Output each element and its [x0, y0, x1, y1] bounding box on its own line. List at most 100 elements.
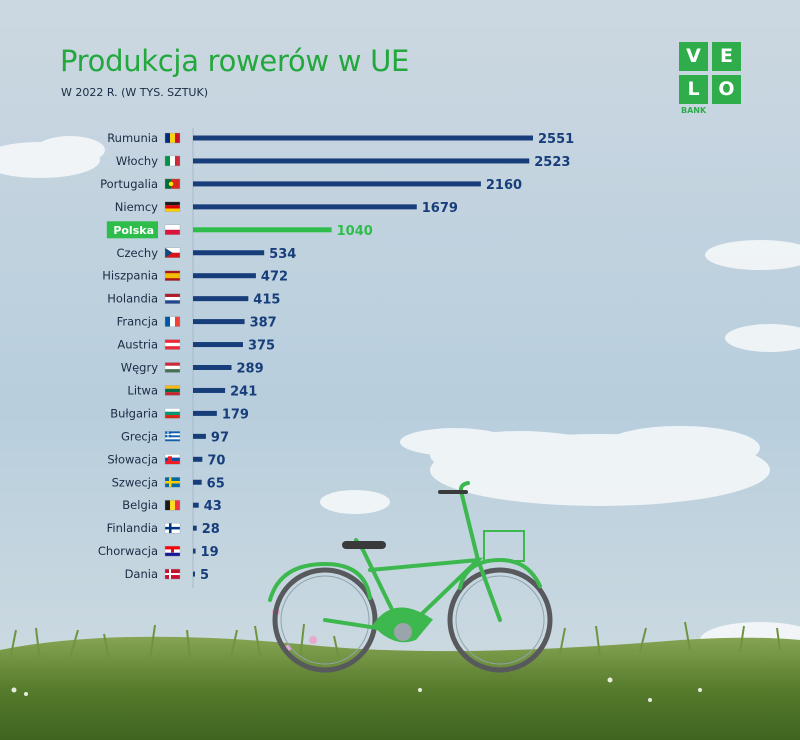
- flag-border: [164, 201, 181, 213]
- flag-part: [165, 500, 170, 511]
- greece-flag-icon: [164, 431, 181, 442]
- value-label: 43: [204, 499, 222, 514]
- category-label: Czechy: [116, 246, 158, 260]
- chart-subtitle: W 2022 R. (W TYS. SZTUK): [61, 86, 208, 99]
- category-label: Francja: [117, 315, 158, 329]
- bar-row: Hiszpania 472: [102, 269, 288, 285]
- netherlands-flag-icon: [164, 293, 181, 304]
- category-label: Szwecja: [112, 475, 158, 489]
- flag-part: [165, 433, 180, 436]
- flag-part: [165, 229, 180, 235]
- flag-part: [170, 155, 175, 166]
- value-label: 534: [269, 247, 296, 262]
- flag-border: [164, 316, 181, 327]
- category-label: Holandia: [107, 292, 158, 306]
- flag-part: [165, 481, 180, 484]
- flag-part: [165, 293, 180, 297]
- value-label: 375: [248, 339, 275, 354]
- bar: [193, 296, 249, 302]
- bar: [193, 250, 265, 256]
- flag-part: [165, 552, 180, 557]
- flag-border: [164, 178, 181, 190]
- flag-border: [164, 362, 181, 373]
- lithuania-flag-icon: [164, 385, 181, 396]
- bar-row: Belgia 43: [122, 498, 222, 514]
- bar-row: Niemcy 1679: [115, 200, 458, 216]
- flag-part: [168, 181, 174, 187]
- category-label: Litwa: [127, 383, 158, 397]
- flag-part: [165, 388, 180, 393]
- flag-border: [164, 155, 181, 167]
- bar: [193, 135, 533, 141]
- daisies: [11, 677, 702, 702]
- category-label: Słowacja: [107, 452, 158, 466]
- bar: [193, 342, 243, 348]
- finland-flag-icon: [164, 522, 181, 534]
- flag-part: [165, 316, 170, 327]
- flag-part: [165, 339, 180, 343]
- bar: [193, 571, 195, 577]
- value-label: 65: [207, 476, 225, 491]
- bar-row: Bułgaria 179: [110, 406, 249, 422]
- bicycle-crank: [394, 623, 412, 641]
- flag-part: [165, 435, 180, 438]
- value-label: 28: [202, 522, 220, 537]
- flag-part: [165, 392, 180, 396]
- bar: [193, 410, 217, 416]
- france-flag-icon: [164, 316, 181, 327]
- value-label: 472: [261, 270, 288, 285]
- bar: [193, 456, 203, 462]
- value-label: 179: [222, 407, 249, 422]
- bar-row: Szwecja 65: [112, 475, 225, 491]
- flag-border: [164, 247, 181, 258]
- romania-flag-icon: [164, 132, 181, 144]
- bar-row: Dania 5: [125, 567, 209, 583]
- flag-part: [175, 316, 180, 327]
- bar-row: Grecja 97: [121, 429, 229, 445]
- bar: [193, 273, 256, 279]
- category-label: Włochy: [116, 154, 158, 168]
- flag-part: [165, 342, 180, 347]
- flag-part: [165, 247, 180, 253]
- bar-row: Słowacja 70: [107, 452, 225, 468]
- value-label: 2551: [538, 132, 574, 147]
- flag-part: [165, 369, 180, 373]
- flag-part: [165, 433, 171, 435]
- flag-border: [164, 500, 181, 511]
- logo-caption: BANK: [681, 106, 707, 115]
- flag-part: [165, 224, 180, 230]
- sweden-flag-icon: [164, 477, 181, 488]
- category-label: Grecja: [121, 429, 158, 443]
- bar-row: Węgry 289: [121, 361, 264, 377]
- germany-flag-icon: [164, 201, 181, 213]
- flag-part: [165, 457, 180, 461]
- flag-part: [175, 500, 180, 511]
- flag-part: [165, 437, 180, 440]
- portugal-flag-icon: [164, 178, 181, 190]
- bar-row: Włochy 2523: [116, 154, 571, 170]
- slovakia-flag-icon: [164, 454, 181, 465]
- spain-flag-icon: [164, 270, 181, 281]
- flag-part: [165, 415, 180, 419]
- flag-part: [165, 133, 170, 143]
- italy-flag-icon: [164, 155, 181, 167]
- category-label: Chorwacja: [98, 544, 158, 558]
- bar: [193, 479, 202, 485]
- category-label: Bułgaria: [110, 406, 158, 420]
- flag-part: [170, 500, 175, 511]
- bar-row: Francja 387: [117, 315, 277, 331]
- bar-row: Chorwacja 19: [98, 544, 219, 560]
- poland-flag-icon: [164, 224, 181, 236]
- bar-row: Czechy 534: [116, 246, 296, 262]
- flag-part: [175, 155, 180, 166]
- flag-part: [165, 365, 180, 370]
- category-label: Austria: [117, 338, 158, 352]
- flag-border: [164, 431, 181, 442]
- clouds: [0, 136, 800, 658]
- flag-part: [165, 460, 180, 465]
- flag-part: [165, 273, 180, 279]
- flag-part: [165, 346, 180, 350]
- flag-part: [165, 205, 180, 209]
